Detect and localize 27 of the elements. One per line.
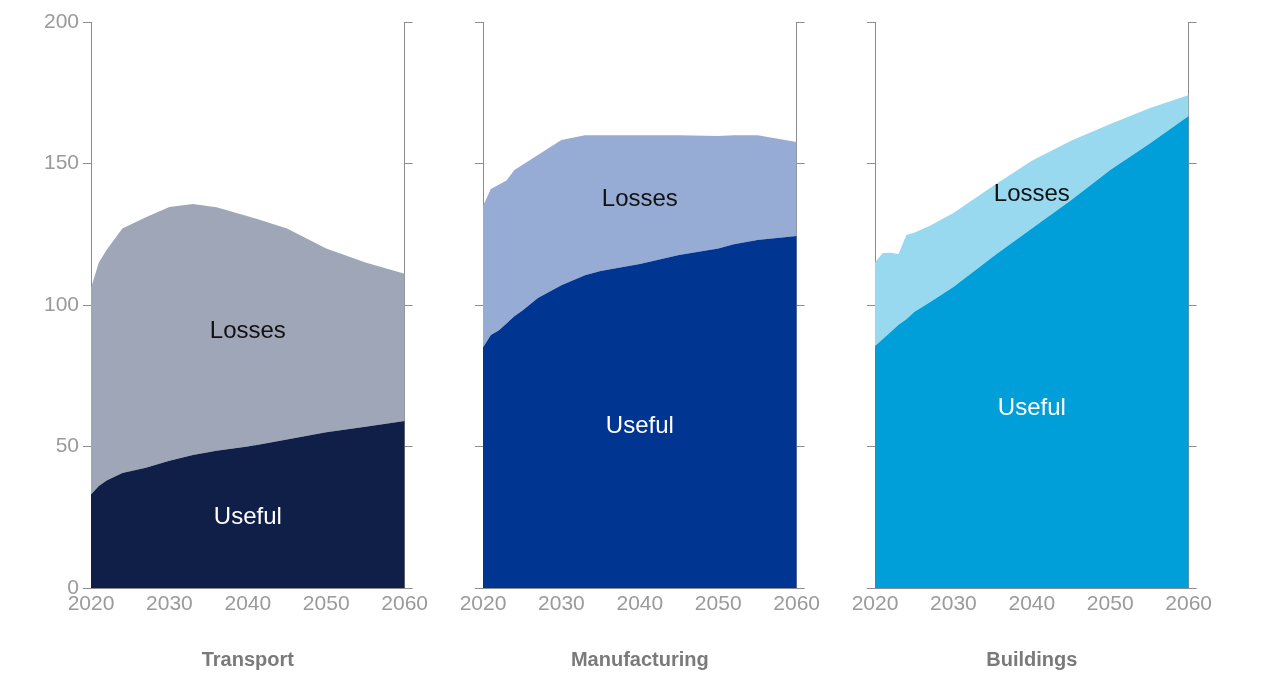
- y-tick-label: 150: [43, 150, 79, 174]
- x-tick-label: 2040: [1008, 591, 1056, 615]
- x-tick-label: 2060: [1165, 591, 1212, 615]
- x-axis-title: Buildings: [986, 647, 1078, 670]
- series-label: Losses: [993, 179, 1070, 207]
- series-label: Losses: [601, 184, 678, 212]
- x-tick-label: 2020: [459, 591, 507, 615]
- x-axis-title: Manufacturing: [570, 647, 709, 670]
- x-tick-label: 2050: [302, 591, 350, 615]
- x-tick-label: 2030: [930, 591, 977, 615]
- series-label: Useful: [605, 410, 674, 438]
- series-label: Useful: [213, 501, 282, 529]
- series-label: Useful: [997, 392, 1066, 420]
- x-tick-label: 2040: [224, 591, 272, 615]
- x-axis-title: Transport: [201, 647, 295, 670]
- x-tick-label: 2060: [381, 591, 428, 615]
- y-tick-label: 100: [43, 291, 79, 315]
- x-tick-label: 2040: [616, 591, 664, 615]
- y-tick-label: 200: [43, 8, 79, 32]
- x-tick-label: 2060: [773, 591, 820, 615]
- x-tick-label: 2020: [851, 591, 899, 615]
- x-tick-label: 2050: [1086, 591, 1134, 615]
- series-label: Losses: [209, 315, 286, 343]
- x-tick-label: 2050: [694, 591, 742, 615]
- x-tick-label: 2030: [538, 591, 585, 615]
- y-tick-label: 50: [55, 433, 79, 457]
- x-tick-label: 2030: [146, 591, 193, 615]
